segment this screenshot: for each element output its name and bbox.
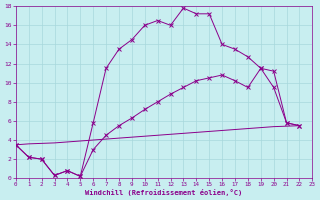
X-axis label: Windchill (Refroidissement éolien,°C): Windchill (Refroidissement éolien,°C) (85, 189, 243, 196)
